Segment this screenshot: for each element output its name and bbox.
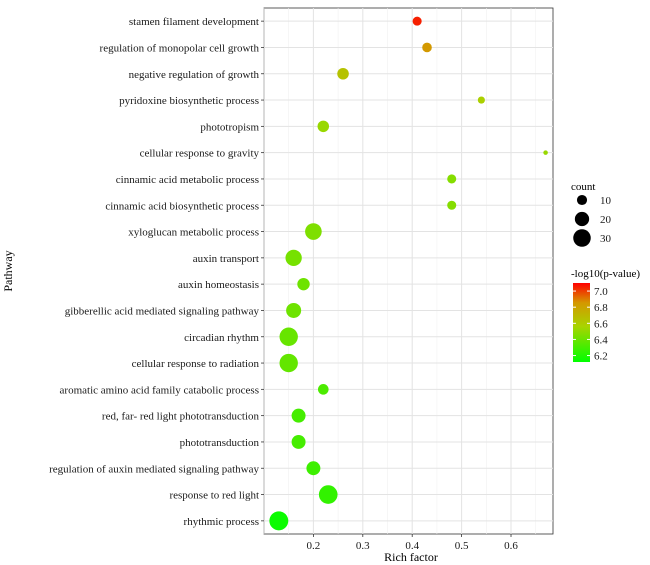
y-tick-label: cinnamic acid biosynthetic process xyxy=(105,200,259,212)
y-tick-label: response to red light xyxy=(169,490,259,502)
data-point xyxy=(285,249,302,267)
y-tick-label: phototropism xyxy=(200,121,259,133)
color-legend-title: -log10(p-value) xyxy=(571,268,640,280)
data-point xyxy=(317,120,330,133)
y-tick-label: auxin homeostasis xyxy=(178,279,259,291)
y-axis-title: Pathway xyxy=(1,250,15,291)
x-axis-title: Rich factor xyxy=(384,550,438,564)
y-tick-label: rhythmic process xyxy=(184,516,259,528)
y-tick-label: regulation of monopolar cell growth xyxy=(100,42,260,54)
y-tick-label: auxin transport xyxy=(193,253,259,265)
y-tick-label: gibberellic acid mediated signaling path… xyxy=(65,305,260,317)
data-point xyxy=(279,327,298,346)
panel-background xyxy=(263,7,554,535)
y-tick-label: cinnamic acid metabolic process xyxy=(116,174,259,186)
pathway-labels: stamen filament development regulation of… xyxy=(49,16,264,528)
y-tick-label: stamen filament development xyxy=(129,16,259,28)
size-legend-label: 10 xyxy=(600,195,612,207)
size-legend-label: 30 xyxy=(600,233,612,245)
data-point xyxy=(291,408,306,423)
data-point xyxy=(286,302,302,318)
colorbar-label: 6.6 xyxy=(594,318,608,330)
size-legend-key xyxy=(574,211,590,227)
points xyxy=(269,16,548,531)
y-tick-label: phototransduction xyxy=(180,437,260,449)
grid xyxy=(263,8,553,534)
x-tick-label: 0.3 xyxy=(356,540,370,552)
y-tick-label: negative regulation of growth xyxy=(129,69,260,81)
data-point xyxy=(447,200,457,210)
data-point xyxy=(317,384,329,395)
data-point xyxy=(447,174,457,184)
data-point xyxy=(477,96,485,104)
size-legend-title: count xyxy=(571,181,595,193)
size-legend: count 10 20 30 xyxy=(571,181,612,247)
y-tick-label: cellular response to radiation xyxy=(132,358,260,370)
data-point xyxy=(422,42,432,53)
y-tick-label: regulation of auxin mediated signaling p… xyxy=(49,463,259,475)
data-point xyxy=(297,277,310,291)
y-tick-label: cellular response to gravity xyxy=(140,148,260,160)
y-tick-label: red, far- red light phototransduction xyxy=(102,411,260,423)
x-tick-label: 0.2 xyxy=(307,540,321,552)
x-tick-label: 0.4 xyxy=(405,540,419,552)
size-legend-key xyxy=(573,229,591,247)
colorbar-label: 6.2 xyxy=(594,351,608,363)
data-point xyxy=(279,353,298,373)
color-legend: -log10(p-value) 7.0 6.8 6.6 6.4 6.2 xyxy=(571,268,640,363)
data-point xyxy=(337,67,349,80)
data-point xyxy=(291,434,306,449)
data-point xyxy=(543,150,548,155)
x-axis: 0.2 0.3 0.4 0.5 0.6 xyxy=(307,534,518,552)
y-tick-label: pyridoxine biosynthetic process xyxy=(119,95,259,107)
data-point xyxy=(412,16,422,26)
data-point xyxy=(305,223,322,240)
colorbar-label: 7.0 xyxy=(594,286,608,298)
colorbar-label: 6.4 xyxy=(594,334,608,346)
size-legend-key xyxy=(576,194,588,206)
y-tick-label: xyloglucan metabolic process xyxy=(128,227,259,239)
colorbar xyxy=(573,283,590,362)
data-point xyxy=(269,511,289,531)
x-tick-label: 0.6 xyxy=(504,540,518,552)
y-tick-label: circadian rhythm xyxy=(184,332,259,344)
size-legend-label: 20 xyxy=(600,214,612,226)
data-point xyxy=(318,485,338,504)
y-tick-label: aromatic amino acid family catabolic pro… xyxy=(60,384,259,396)
colorbar-label: 6.8 xyxy=(594,302,608,314)
x-tick-label: 0.5 xyxy=(455,540,469,552)
data-point xyxy=(306,461,321,476)
